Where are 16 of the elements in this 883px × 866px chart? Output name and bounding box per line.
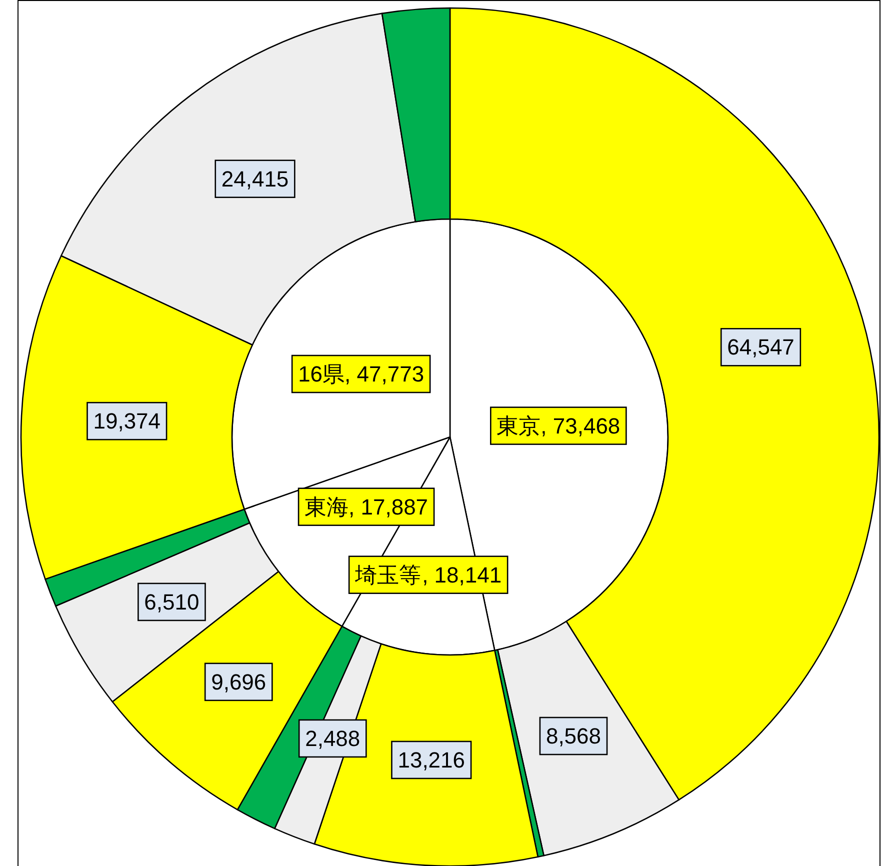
data-label: 8,568 — [546, 724, 602, 749]
data-label: 9,696 — [211, 669, 266, 694]
data-label: 64,547 — [727, 334, 794, 360]
data-label: , 73,468 — [540, 413, 620, 438]
data-label: 19,374 — [93, 408, 161, 434]
slice-label: 埼玉等 — [354, 562, 422, 588]
data-label: , 47,773 — [344, 361, 424, 386]
slice-label: 東京 — [496, 413, 541, 438]
data-label: 13,216 — [398, 747, 466, 772]
data-label: 24,415 — [221, 166, 289, 192]
data-label: 6,510 — [144, 589, 200, 614]
data-label: 2,488 — [305, 726, 360, 751]
slice-label: 東海 — [304, 494, 349, 520]
data-label: , 17,887 — [348, 494, 428, 520]
data-label: , 18,141 — [422, 562, 502, 588]
slice-label: 16県 — [298, 361, 345, 386]
